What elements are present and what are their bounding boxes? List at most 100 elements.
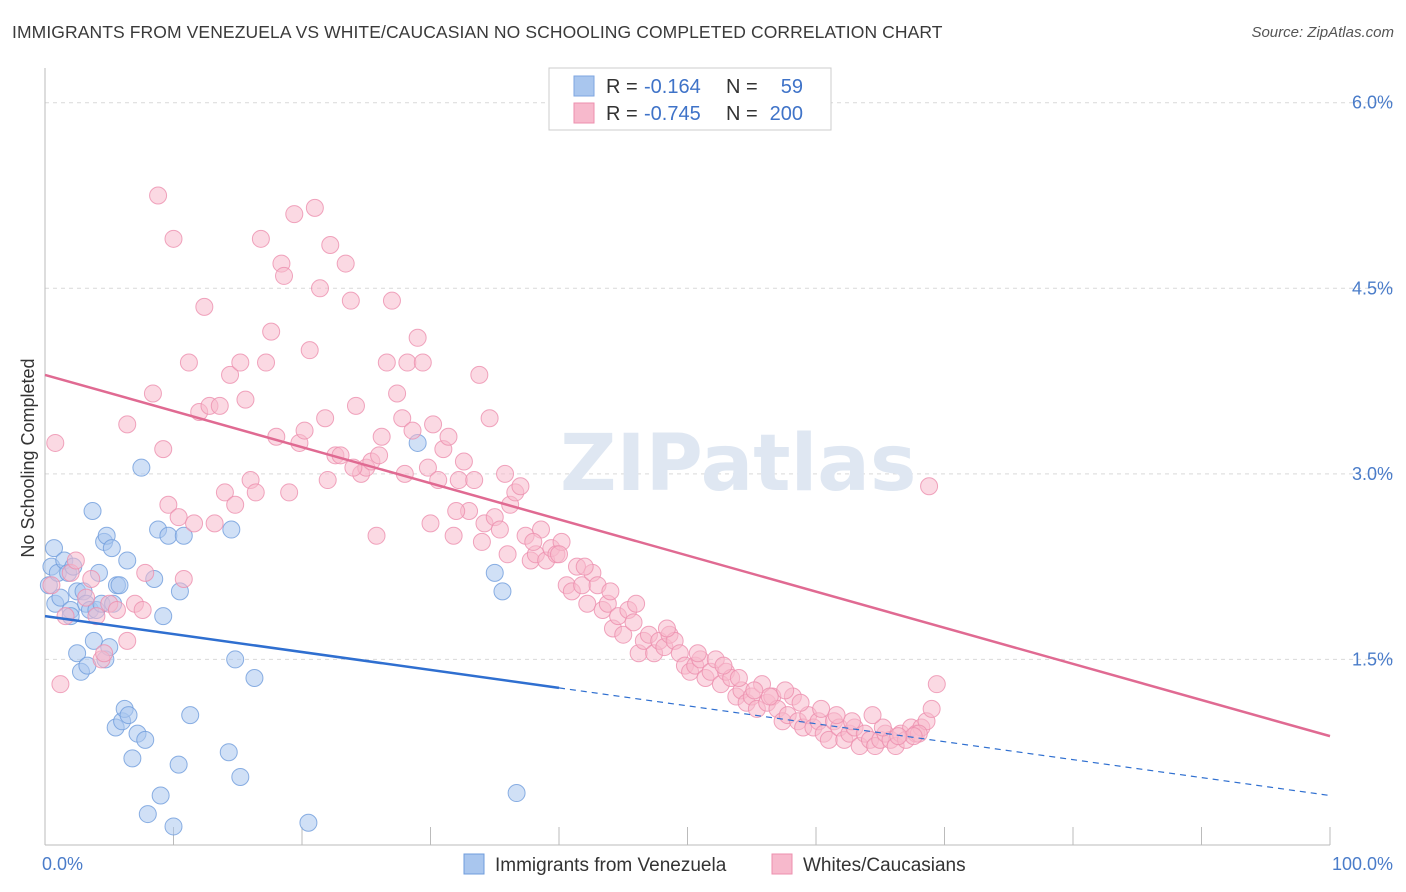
point-venezuela (493, 582, 512, 601)
point-venezuela (51, 588, 70, 607)
point-venezuela (507, 784, 526, 803)
watermark: ZIPatlas (560, 419, 916, 509)
point-white (179, 353, 198, 372)
bottom-legend-swatch (771, 853, 793, 875)
point-white (444, 526, 463, 545)
legend: R = -0.164 N = 59 R = -0.745 N = 200 (548, 67, 832, 131)
legend-n-label: N = (726, 76, 758, 98)
point-venezuela (119, 706, 138, 725)
legend-r-value: -0.164 (644, 76, 701, 98)
trend-line-white (44, 373, 1331, 738)
point-venezuela (154, 607, 173, 626)
point-white (439, 427, 458, 446)
point-white (87, 607, 106, 626)
point-white (812, 699, 831, 718)
point-white (66, 551, 85, 570)
point-white (465, 471, 484, 490)
point-venezuela (485, 563, 504, 582)
point-venezuela (159, 526, 178, 545)
point-venezuela (68, 644, 87, 663)
point-white (688, 644, 707, 663)
y-axis-label: No Schooling Completed (18, 358, 38, 557)
tick-labels: 1.5% 3.0% 4.5% 6.0% 0.0% 100.0% (42, 93, 1393, 874)
point-white (316, 409, 335, 428)
x-tick-label: 100.0% (1332, 854, 1393, 874)
point-white (295, 421, 314, 440)
point-white (403, 421, 422, 440)
point-venezuela (174, 526, 193, 545)
legend-n-value: 200 (770, 103, 803, 125)
data-points (39, 186, 946, 836)
legend-n-label: N = (726, 103, 758, 125)
point-white (159, 495, 178, 514)
point-white (77, 588, 96, 607)
point-white (185, 514, 204, 533)
point-white (578, 594, 597, 613)
point-white (714, 656, 733, 675)
y-tick-label: 6.0% (1352, 93, 1393, 113)
y-tick-label: 1.5% (1352, 649, 1393, 669)
point-white (51, 675, 70, 694)
point-venezuela (44, 539, 63, 558)
point-white (842, 712, 861, 731)
point-white (388, 384, 407, 403)
point-venezuela (164, 817, 183, 836)
bottom-legend-label: Immigrants from Venezuela (495, 855, 727, 876)
point-white (305, 198, 324, 217)
point-white (318, 471, 337, 490)
point-white (372, 427, 391, 446)
chart-source: Source: ZipAtlas.com (1251, 24, 1394, 41)
point-white (413, 353, 432, 372)
point-white (367, 526, 386, 545)
point-white (107, 600, 126, 619)
point-white (280, 483, 299, 502)
point-white (257, 353, 276, 372)
point-white (321, 236, 340, 255)
point-venezuela (123, 749, 142, 768)
point-white (791, 693, 810, 712)
point-white (627, 594, 646, 613)
point-white (922, 699, 941, 718)
point-white (729, 668, 748, 687)
point-venezuela (118, 551, 137, 570)
legend-r-value: -0.745 (644, 103, 701, 125)
point-white (927, 675, 946, 694)
point-venezuela (219, 743, 238, 762)
point-venezuela (138, 805, 157, 824)
point-white (231, 353, 250, 372)
point-venezuela (83, 501, 102, 520)
point-white (136, 563, 155, 582)
point-venezuela (84, 631, 103, 650)
point-venezuela (299, 813, 318, 832)
point-white (424, 415, 443, 434)
point-venezuela (231, 767, 250, 786)
point-white (42, 576, 61, 595)
point-venezuela (110, 576, 129, 595)
point-white (454, 452, 473, 471)
legend-r-label: R = (606, 76, 638, 98)
legend-swatch (573, 75, 595, 97)
point-white (143, 384, 162, 403)
point-white (205, 514, 224, 533)
point-venezuela (132, 458, 151, 477)
point-white (382, 291, 401, 310)
legend-box (548, 67, 832, 131)
point-white (285, 205, 304, 224)
point-white (745, 681, 764, 700)
point-white (118, 631, 137, 650)
chart-title: IMMIGRANTS FROM VENEZUELA VS WHITE/CAUCA… (12, 22, 943, 42)
point-white (169, 508, 188, 527)
point-white (210, 396, 229, 415)
point-white (760, 687, 779, 706)
trend-line-venezuela (44, 614, 560, 690)
point-white (490, 520, 509, 539)
point-white (480, 409, 499, 428)
point-white (575, 557, 594, 576)
point-white (657, 619, 676, 638)
point-venezuela (222, 520, 241, 539)
point-white (472, 532, 491, 551)
point-white (920, 477, 939, 496)
point-venezuela (136, 730, 155, 749)
point-white (408, 328, 427, 347)
point-white (95, 644, 114, 663)
